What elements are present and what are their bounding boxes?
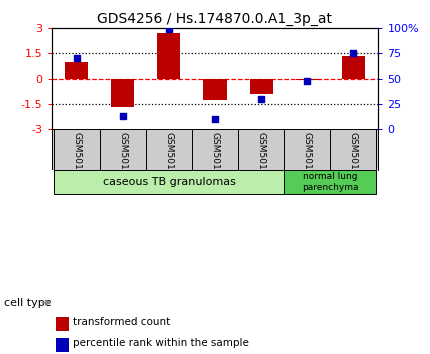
Text: transformed count: transformed count [73,317,170,327]
Bar [65,62,89,79]
Text: caseous TB granulomas: caseous TB granulomas [102,177,235,187]
Bar [111,79,135,107]
Bar [249,79,273,93]
Point [120,113,126,119]
Point [350,51,356,56]
Bar [203,79,227,100]
Point [166,27,172,32]
Point [258,96,264,102]
Point [304,78,310,84]
Text: normal lung
parenchyma: normal lung parenchyma [302,172,358,192]
Point [74,56,80,61]
Text: GSM501250: GSM501250 [118,132,127,187]
Title: GDS4256 / Hs.174870.0.A1_3p_at: GDS4256 / Hs.174870.0.A1_3p_at [98,12,332,26]
Point [212,116,218,121]
Bar [54,170,284,194]
Bar [284,170,376,194]
Text: GSM501253: GSM501253 [257,132,266,187]
Bar [295,79,319,80]
Text: percentile rank within the sample: percentile rank within the sample [73,338,249,348]
Bar [157,33,181,79]
Text: GSM501249: GSM501249 [72,132,81,187]
Text: GSM501252: GSM501252 [211,132,219,187]
Text: GSM501254: GSM501254 [303,132,312,187]
Text: cell type: cell type [4,298,52,308]
Bar [341,56,365,79]
Text: GSM501251: GSM501251 [164,132,173,187]
Text: GSM501255: GSM501255 [349,132,358,187]
